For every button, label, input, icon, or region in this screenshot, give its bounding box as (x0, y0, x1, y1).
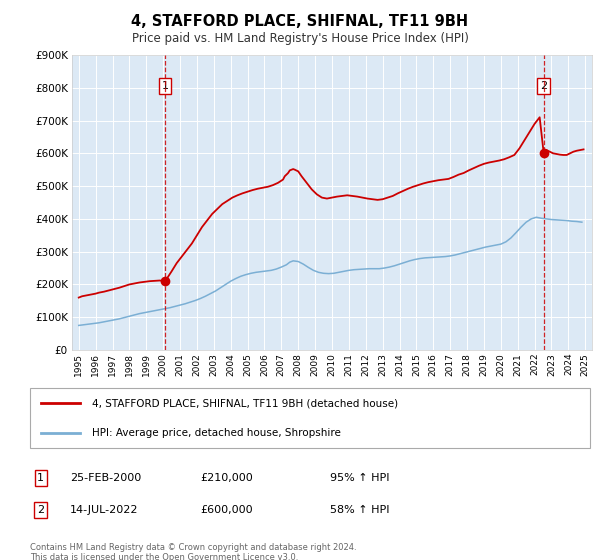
Text: 1: 1 (161, 81, 169, 91)
Text: Price paid vs. HM Land Registry's House Price Index (HPI): Price paid vs. HM Land Registry's House … (131, 32, 469, 45)
Text: 2: 2 (37, 505, 44, 515)
Text: 2: 2 (540, 81, 547, 91)
Text: HPI: Average price, detached house, Shropshire: HPI: Average price, detached house, Shro… (92, 428, 340, 438)
Text: 58% ↑ HPI: 58% ↑ HPI (330, 505, 389, 515)
Text: 95% ↑ HPI: 95% ↑ HPI (330, 473, 389, 483)
Text: 1: 1 (37, 473, 44, 483)
Text: 25-FEB-2000: 25-FEB-2000 (70, 473, 141, 483)
Text: Contains HM Land Registry data © Crown copyright and database right 2024.
This d: Contains HM Land Registry data © Crown c… (30, 543, 356, 560)
Text: £600,000: £600,000 (200, 505, 253, 515)
Text: £210,000: £210,000 (200, 473, 253, 483)
FancyBboxPatch shape (30, 388, 590, 448)
Text: 14-JUL-2022: 14-JUL-2022 (70, 505, 139, 515)
Text: 4, STAFFORD PLACE, SHIFNAL, TF11 9BH (detached house): 4, STAFFORD PLACE, SHIFNAL, TF11 9BH (de… (92, 398, 398, 408)
Text: 4, STAFFORD PLACE, SHIFNAL, TF11 9BH: 4, STAFFORD PLACE, SHIFNAL, TF11 9BH (131, 14, 469, 29)
